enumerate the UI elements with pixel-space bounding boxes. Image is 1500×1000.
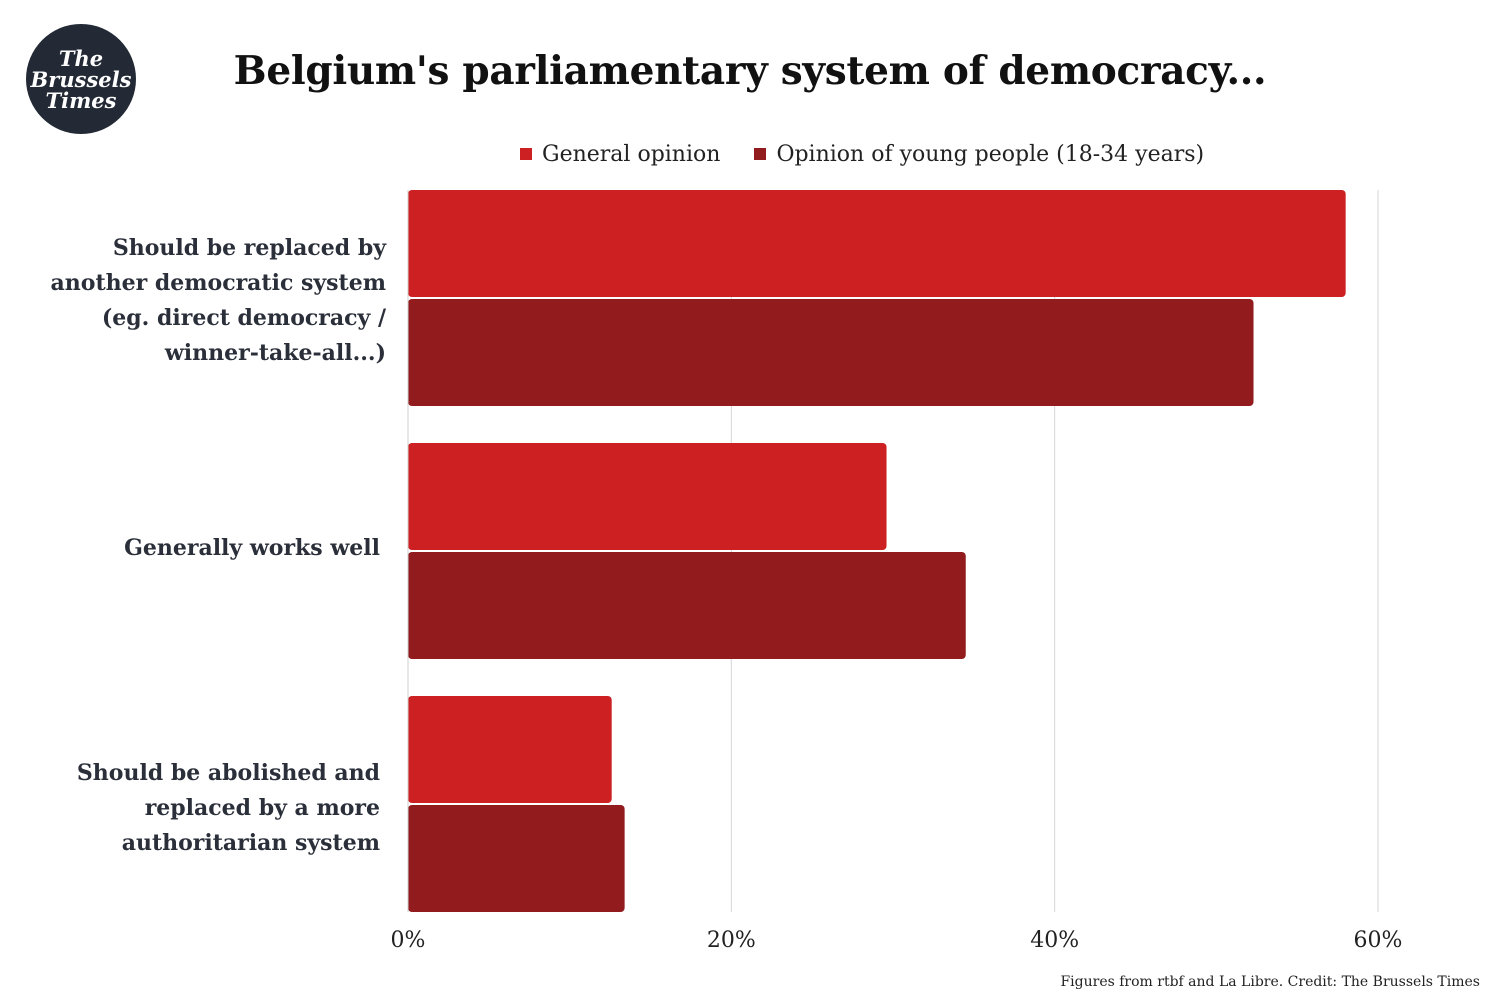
bar-authoritarian-general	[408, 696, 612, 803]
legend-swatch-young	[754, 148, 767, 160]
bar-works-well-general	[408, 443, 887, 550]
logo-line-2: Brussels	[30, 66, 132, 92]
x-tick-label-40: 40%	[1030, 928, 1079, 953]
category-label-replaced-democratic: Should be replaced by another democratic…	[50, 235, 386, 366]
x-tick-label-0: 0%	[391, 928, 426, 953]
legend-label-general: General opinion	[542, 141, 721, 167]
bar-replaced-democratic-young	[408, 299, 1254, 406]
chart-legend: General opinion Opinion of young people …	[520, 138, 1204, 170]
logo-line-1: The	[58, 45, 104, 71]
category-label-authoritarian: Should be abolished and replaced by a mo…	[76, 760, 380, 856]
bar-authoritarian-young	[408, 805, 625, 912]
bar-replaced-democratic-general	[408, 190, 1346, 297]
source-credit: Figures from rtbf and La Libre. Credit: …	[1060, 974, 1480, 990]
legend-swatch-general	[520, 148, 532, 160]
legend-item-general: General opinion	[520, 142, 720, 167]
legend-item-young: Opinion of young people (18-34 years)	[754, 142, 1204, 167]
legend-label-young: Opinion of young people (18-34 years)	[776, 141, 1205, 167]
logo-line-3: Times	[45, 87, 117, 113]
bar-works-well-young	[408, 552, 966, 659]
x-tick-label-20: 20%	[707, 928, 756, 953]
category-label-works-well: Generally works well	[124, 535, 380, 561]
brussels-times-logo: The Brussels Times	[26, 24, 136, 134]
chart-title: Belgium's parliamentary system of democr…	[233, 48, 1267, 94]
x-tick-label-60: 60%	[1354, 928, 1403, 953]
